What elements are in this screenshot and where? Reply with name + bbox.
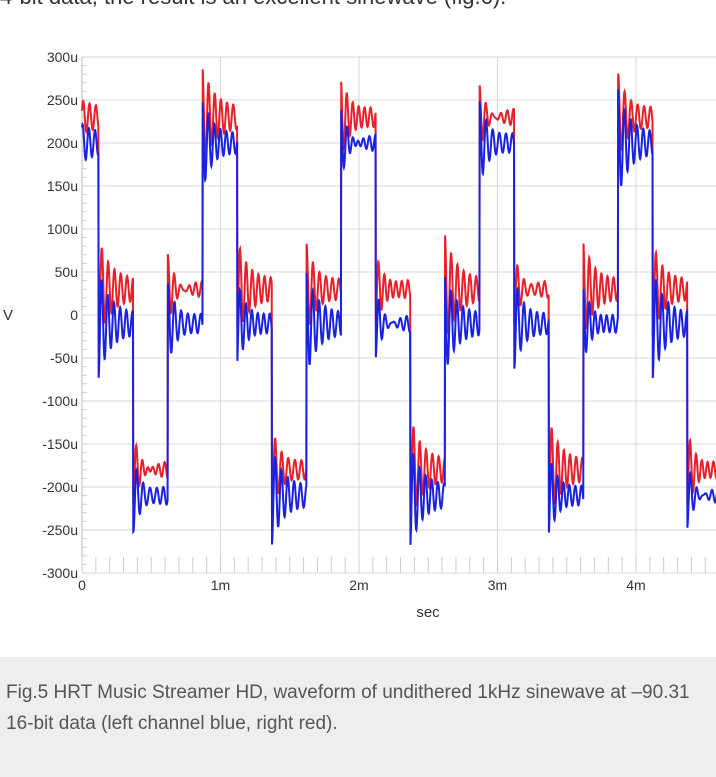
y-tick-label: -150u — [42, 436, 78, 452]
y-tick-label: -50u — [50, 350, 78, 366]
right-channel-line — [81, 69, 716, 524]
waveform-chart: 300u 250u 200u 150u 100u 50u 0 -50u -100u -150u -2… — [3, 49, 716, 621]
y-tick-label: 150u — [47, 178, 78, 194]
y-tick-labels: 300u 250u 200u 150u 100u 50u 0 -50u -100u -150u -2… — [42, 49, 78, 581]
y-tick-label: 250u — [47, 92, 78, 108]
y-tick-label: 100u — [47, 221, 78, 237]
minor-ticks — [81, 56, 706, 574]
y-axis-label: V — [3, 307, 13, 324]
y-tick-label: 200u — [47, 135, 78, 151]
y-tick-label: -300u — [42, 565, 78, 581]
y-tick-label: 0 — [70, 307, 78, 323]
x-tick-label: 3m — [488, 577, 507, 593]
y-tick-label: -250u — [42, 522, 78, 538]
intro-text: 4-bit data, the result is an excellent s… — [0, 0, 716, 14]
y-tick-label: -100u — [42, 393, 78, 409]
caption-box: Fig.5 HRT Music Streamer HD, waveform of… — [0, 657, 716, 777]
x-tick-labels: 0 1m 2m 3m 4m — [78, 577, 646, 593]
y-tick-label: 300u — [47, 49, 78, 65]
x-tick-label: 4m — [626, 577, 645, 593]
x-axis-label: sec — [416, 604, 440, 621]
chart-series — [81, 69, 716, 545]
x-tick-label: 2m — [349, 577, 368, 593]
y-tick-label: -200u — [42, 479, 78, 495]
figure-caption: Fig.5 HRT Music Streamer HD, waveform of… — [6, 682, 690, 734]
x-tick-label: 1m — [211, 577, 230, 593]
x-tick-label: 0 — [78, 577, 86, 593]
left-channel-line — [81, 89, 716, 545]
y-tick-label: 50u — [55, 264, 78, 280]
